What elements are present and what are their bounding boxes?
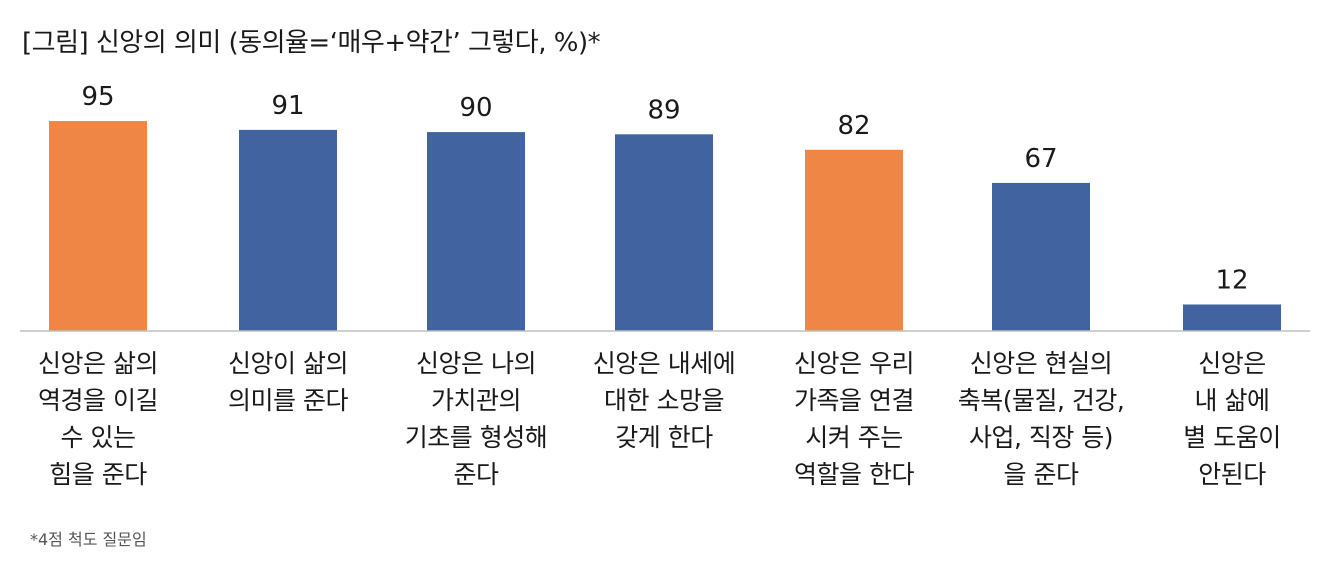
- category-label-4: 신앙은 내세에 대한 소망을 갖게 한다: [592, 349, 736, 452]
- bar-3: [427, 132, 525, 331]
- value-label-5: 82: [837, 111, 870, 141]
- category-label-2: 신앙이 삶의 의미를 준다: [228, 349, 348, 415]
- value-label-4: 89: [647, 95, 680, 125]
- bar-1: [49, 121, 147, 331]
- value-label-3: 90: [459, 93, 492, 123]
- category-label-1: 신앙은 삶의 역경을 이길 수 있는 힘을 준다: [38, 349, 158, 489]
- category-label-6: 신앙은 현실의 축복(물질, 건강, 사업, 직장 등) 을 준다: [957, 349, 1125, 489]
- chart-title: [그림] 신앙의 의미 (동의율=‘매우+약간’ 그렇다, %)*: [22, 28, 601, 58]
- bar-4: [615, 134, 713, 331]
- category-label-3: 신앙은 나의 가치관의 기초를 형성해 준다: [404, 349, 548, 489]
- bar-6: [992, 182, 1090, 331]
- category-label-7: 신앙은 내 삶에 별 도움이 안된다: [1183, 349, 1281, 489]
- value-label-6: 67: [1024, 144, 1057, 174]
- bar-2: [239, 129, 337, 331]
- bar-5: [805, 149, 903, 331]
- value-label-1: 95: [81, 82, 114, 112]
- category-label-5: 신앙은 우리 가족을 연결 시켜 주는 역할을 한다: [794, 349, 914, 489]
- value-label-2: 91: [271, 91, 304, 121]
- value-label-7: 12: [1215, 265, 1248, 295]
- bar-7: [1183, 304, 1281, 331]
- footnote: *4점 척도 질문임: [30, 530, 147, 549]
